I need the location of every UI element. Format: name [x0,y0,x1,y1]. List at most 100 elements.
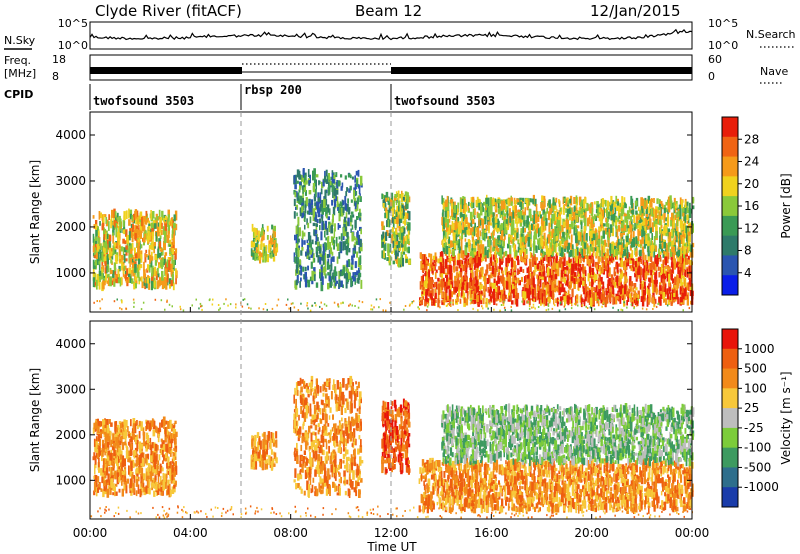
cell-r3 [388,205,391,213]
cell-r4 [660,291,663,297]
cell-r4 [503,277,506,284]
cell-r4 [547,283,549,292]
cell-r0 [105,219,109,227]
cell-r0 [103,256,106,264]
cell-r4 [605,288,607,293]
cell-r2 [296,180,299,184]
cell-r3 [404,191,408,202]
cell-r5 [655,225,658,233]
cell-r0 [154,280,156,288]
cell-r2 [346,268,349,275]
cell-r5 [512,206,514,211]
cell-r2 [319,218,321,224]
cell-r4 [592,267,594,275]
cell-r4 [623,273,626,277]
cell-r2 [357,169,360,177]
cell-r5 [675,228,678,236]
cell-r5 [482,206,485,212]
cell-r5 [502,200,506,210]
cell-r4 [484,252,487,262]
cell-r2 [328,208,331,215]
cell-r4 [664,287,667,295]
cell-r0 [144,279,146,283]
freq-tick-top: 18 [52,53,66,66]
cell-r4 [641,291,644,297]
cell-r4 [594,292,597,301]
cell-r4 [457,253,460,261]
cell-r0 [113,281,116,287]
cell-r2 [321,181,324,189]
cell-r0 [144,283,146,290]
cell-r4 [431,279,434,283]
cell-r1 [256,255,260,261]
cell-r5 [568,235,571,240]
cell-r0 [98,270,102,276]
cell-r4 [640,258,642,264]
cell-r5 [667,211,669,217]
cell-r5 [467,206,469,211]
cell-r5 [494,200,498,209]
cell-r4 [517,292,520,299]
cell-r4 [530,290,533,294]
cell-r5 [603,245,605,254]
cell-r4 [493,270,497,274]
cell-r3 [394,231,397,238]
cell-r4 [601,262,604,273]
cell-r2 [307,222,310,229]
cell-r4 [449,290,452,300]
cell-r5 [510,225,513,235]
cell-r4 [538,285,541,292]
cell-r5 [490,232,493,239]
cell-r4 [454,275,457,284]
cell-r5 [528,208,532,218]
cell-ground [408,304,411,307]
cell-r0 [168,260,171,270]
cell-r3 [390,206,394,211]
cell-r0 [148,280,151,290]
cell-r3 [385,197,387,202]
cell-r2 [343,216,347,223]
cell-r5 [691,242,695,248]
cell-r5 [488,238,491,247]
cell-r4 [492,294,496,303]
cell-r5 [604,239,607,247]
cell-r4 [470,266,473,277]
cell-r2 [357,274,360,284]
cell-r5 [489,250,492,258]
cell-r0 [169,248,171,255]
cell-r4 [645,260,649,264]
cell-r3 [392,219,395,229]
cell-r2 [336,189,339,195]
cell-r2 [305,252,307,256]
cell-r5 [451,228,454,233]
cell-r2 [293,198,296,207]
cell-r0 [137,245,140,253]
cell-r5 [659,228,662,234]
cell-r5 [615,225,618,229]
cell-r0 [118,244,121,249]
cell-r5 [634,223,636,229]
nsky-label: N.Sky [4,34,36,47]
cell-r0 [108,214,110,221]
cell-r5 [491,218,494,223]
cell-r4 [459,267,463,272]
cell-r0 [140,230,142,239]
cell-r5 [467,239,470,246]
cell-r4 [433,264,436,268]
cell-r2 [318,180,320,186]
cell-r2 [333,280,336,285]
cell-r0 [105,265,108,274]
cell-r0 [110,251,113,257]
cell-r5 [441,195,443,205]
cell-r4 [469,257,471,268]
cell-r2 [333,195,336,203]
cell-r2 [320,231,323,241]
cell-r5 [512,229,514,236]
cell-r0 [173,214,176,222]
cell-r5 [520,233,524,237]
cell-r2 [340,280,343,288]
cell-r4 [477,261,480,267]
cell-r5 [464,214,468,220]
cell-r0 [171,258,173,268]
cell-r2 [342,266,346,276]
